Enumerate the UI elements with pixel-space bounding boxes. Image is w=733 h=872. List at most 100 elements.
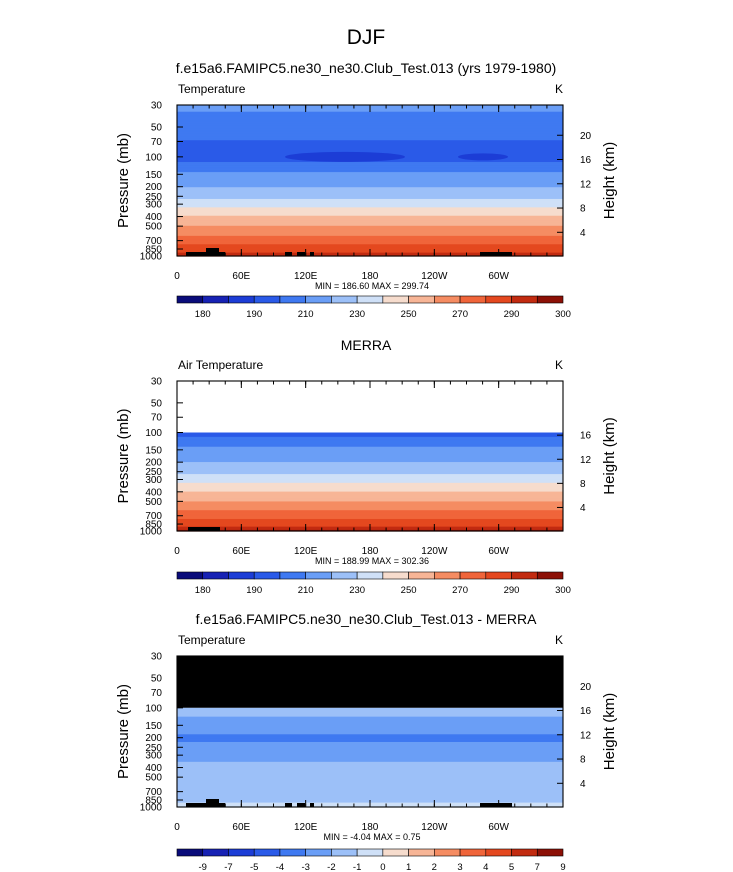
colorbar-label: 7 [535,862,540,872]
colorbar-swatch [253,295,281,304]
contour-band [177,227,563,230]
contour-band [177,755,563,757]
contour-band [177,234,563,237]
right-tick-label: 16 [580,431,592,442]
contour-band [177,244,563,247]
contour-band [177,741,563,744]
contour-band [177,725,563,728]
contour-band [177,748,563,751]
variable-label: Temperature [178,82,246,96]
y-tick-label: 50 [151,122,163,133]
topography [297,252,305,256]
topography [480,803,512,807]
colorbar-swatch [511,571,538,580]
contour-band [177,225,563,229]
y-tick-label: 100 [145,428,162,439]
topography [285,803,292,807]
topography [219,803,225,807]
contour-band [177,111,563,114]
y-axis-label: Pressure (mb) [115,133,132,228]
colorbar-label: 2 [432,862,437,872]
contour-band [177,499,563,501]
contour-band [177,713,563,716]
contour-band [177,501,563,504]
contour-band [177,197,563,200]
contour-band [177,732,563,734]
colorbar-swatch [279,571,306,580]
contour-band [177,193,563,197]
contour-band [177,120,563,123]
y-tick-label: 150 [145,170,162,181]
contour-band [177,188,563,192]
contour-band [177,462,563,464]
y-tick-label: 700 [145,236,162,247]
contour-band [177,477,563,480]
y-tick-label: 500 [145,222,162,233]
right-axis-label: Height (km) [601,417,618,495]
contour-band [177,493,563,496]
contour-band [177,433,563,436]
contour-band [177,436,563,439]
contour-band [177,215,563,219]
colorbar-label: 0 [380,862,385,872]
contour-band [177,770,563,773]
contour-band [177,740,563,743]
contour-band [177,452,563,454]
x-tick-label: 60W [488,271,509,282]
colorbar-swatch [202,295,229,304]
variable-label: Temperature [178,633,246,647]
contour-band [177,745,563,748]
contour-band [177,491,563,494]
contour-band [177,737,563,740]
contour-band [177,520,563,522]
contour-band [177,715,563,718]
y-tick-label: 30 [151,377,163,388]
contour-band [177,511,563,513]
colorbar-label: 270 [452,585,468,596]
colorbar-swatch [305,295,332,304]
contour-band [177,220,563,224]
contour-band [177,707,563,710]
topography [206,248,219,256]
contour-band [177,205,563,208]
contour-band [177,797,563,799]
contour-band [177,190,563,193]
contour-band [177,769,563,772]
contour-band [177,475,563,477]
contour-band [177,517,563,520]
colorbar-label: 250 [401,585,417,596]
y-tick-label: 200 [145,458,162,469]
y-tick-label: 400 [145,212,162,223]
colorbar-swatch [459,848,487,857]
y-tick-label: 70 [151,688,163,699]
colorbar-swatch [356,295,384,304]
contour-band [177,455,563,458]
contour-band [177,185,563,188]
contour-band [177,782,563,785]
contour-band [177,130,563,133]
y-tick-label: 30 [151,101,163,112]
contour-band [177,503,563,506]
contour-band [177,775,563,777]
colorbar-swatch [279,295,306,304]
contour-band [177,224,563,227]
contour-band [177,495,563,498]
contour-band [177,788,563,790]
right-tick-label: 20 [580,682,592,693]
colorbar-swatch [228,571,255,580]
colorbar-label: 190 [246,585,262,596]
contour-band [177,753,563,755]
colorbar-label: 290 [504,309,520,320]
contour-band [177,779,563,782]
colorbar-label: 210 [298,309,314,320]
contour-band [177,743,563,745]
contour-band [177,173,563,177]
contour-band [177,515,563,518]
contour-band [177,219,563,222]
y-tick-label: 300 [145,475,162,486]
contour-band [177,195,563,198]
contour-band [177,728,563,731]
contour-band [177,494,563,497]
units-label: K [555,358,563,372]
contour-band [177,440,563,442]
